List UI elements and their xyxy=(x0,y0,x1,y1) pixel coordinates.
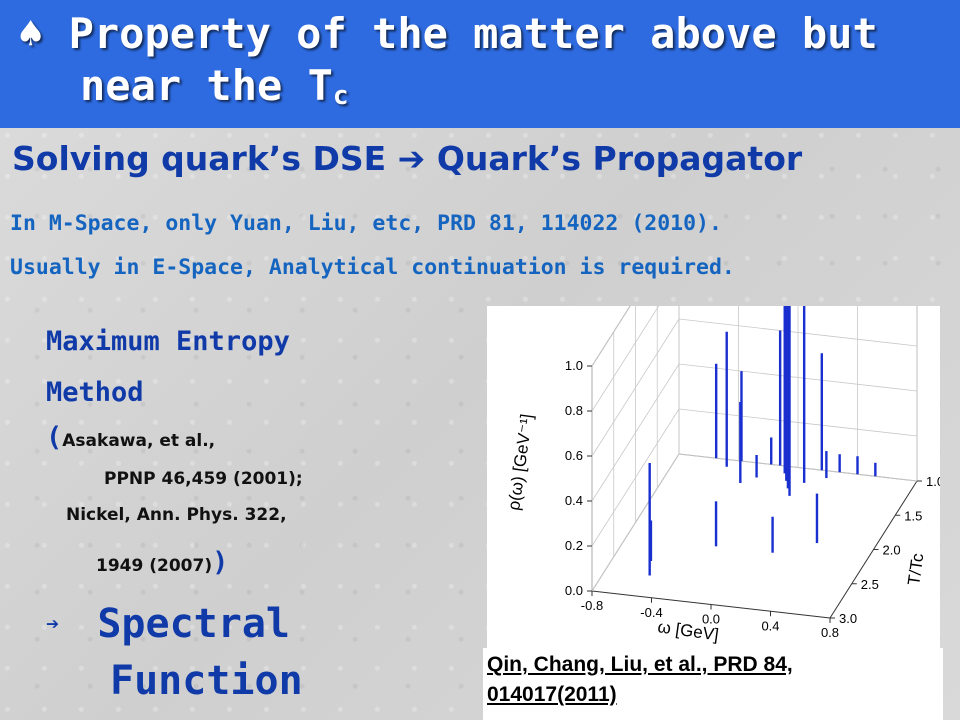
title-bar xyxy=(0,0,960,128)
reference-line-4: 1949 (2007)) xyxy=(46,533,466,596)
ref-year: 1949 (2007) xyxy=(96,556,213,576)
x-tick-label: -0.8 xyxy=(581,598,603,613)
mem-line-2: Method xyxy=(46,377,144,408)
z-tick-label: 2.5 xyxy=(861,577,879,592)
y-tick-label: 0.6 xyxy=(565,448,583,463)
x-tick-label: -0.4 xyxy=(640,605,662,620)
spade-bullet-icon: ♠ xyxy=(18,9,44,58)
z-tick-label: 3.0 xyxy=(839,611,857,626)
z-tick-label: 2.0 xyxy=(883,543,901,558)
figure-caption: Qin, Chang, Liu, et al., PRD 84, 014017(… xyxy=(483,648,943,720)
x-tick-label: 0.4 xyxy=(761,618,779,633)
reference-line-1: (Asakawa, et al., xyxy=(46,418,466,461)
x-tick-label: 0.0 xyxy=(702,612,720,627)
mem-line-1: Maximum Entropy xyxy=(46,326,290,357)
function-word: Function xyxy=(110,658,303,704)
plot-spikes xyxy=(648,267,877,576)
arrow-right-icon: ➔ xyxy=(46,612,60,637)
title-line-1: Property of the matter above but xyxy=(68,9,878,58)
spectral-function-plot: 0.0 0.2 0.4 0.6 0.8 1.0 -0.8 -0.4 0.0 0.4 0.8 1.0 1.… xyxy=(487,228,944,650)
spectral-word: Spectral xyxy=(97,601,290,647)
title-subscript: c xyxy=(332,81,349,111)
subtitle-left: Solving quark’s DSE xyxy=(12,139,387,178)
caption-line-2: 014017(2011) xyxy=(487,683,617,706)
subtitle: Solving quark’s DSE ➔ Quark’s Propagator xyxy=(12,139,802,178)
y-tick-label: 0.2 xyxy=(565,538,583,553)
plot-frame xyxy=(591,228,918,619)
ref-author: Asakawa, et al., xyxy=(62,431,216,451)
z-tick-label: 1.5 xyxy=(904,508,922,523)
title-line-2: near the Tc xyxy=(80,61,349,111)
z-tick-label: 1.0 xyxy=(926,474,940,489)
x-tick-label: 0.8 xyxy=(821,625,839,640)
ref-journal-2: Nickel, Ann. Phys. 322, xyxy=(66,505,287,525)
plot-ticks: 0.0 0.2 0.4 0.6 0.8 1.0 -0.8 -0.4 0.0 0.4 0.8 1.0 1.… xyxy=(565,358,944,640)
y-tick-label: 0.0 xyxy=(565,583,583,598)
ref-journal-1: PPNP 46,459 (2001); xyxy=(104,469,303,489)
y-tick-label: 0.8 xyxy=(565,403,583,418)
info-block: In M-Space, only Yuan, Liu, etc, PRD 81,… xyxy=(10,202,960,290)
info-line-1: In M-Space, only Yuan, Liu, etc, PRD 81,… xyxy=(10,211,722,236)
close-paren: ) xyxy=(212,547,229,578)
z-axis-label: T/Tc xyxy=(904,552,927,587)
caption-line-1: Qin, Chang, Liu, et al., PRD 84, xyxy=(487,653,793,676)
method-block: Maximum Entropy Method (Asakawa, et al.,… xyxy=(46,316,466,709)
plot-svg: 0.0 0.2 0.4 0.6 0.8 1.0 -0.8 -0.4 0.0 0.4 0.8 1.0 1.… xyxy=(504,228,944,645)
info-line-2: Usually in E-Space, Analytical continuat… xyxy=(10,255,735,280)
spectral-line-1: ➔ Spectral xyxy=(46,596,466,653)
slide-title: ♠ Property of the matter above but near … xyxy=(18,8,953,122)
y-tick-label: 1.0 xyxy=(565,358,583,373)
arrow-right-icon: ➔ xyxy=(397,139,426,178)
open-paren: ( xyxy=(46,422,63,453)
y-tick-label: 0.4 xyxy=(565,493,583,508)
y-axis-label: ρ(ω) [GeV⁻¹] xyxy=(504,413,536,512)
subtitle-right: Quark’s Propagator xyxy=(436,139,803,178)
